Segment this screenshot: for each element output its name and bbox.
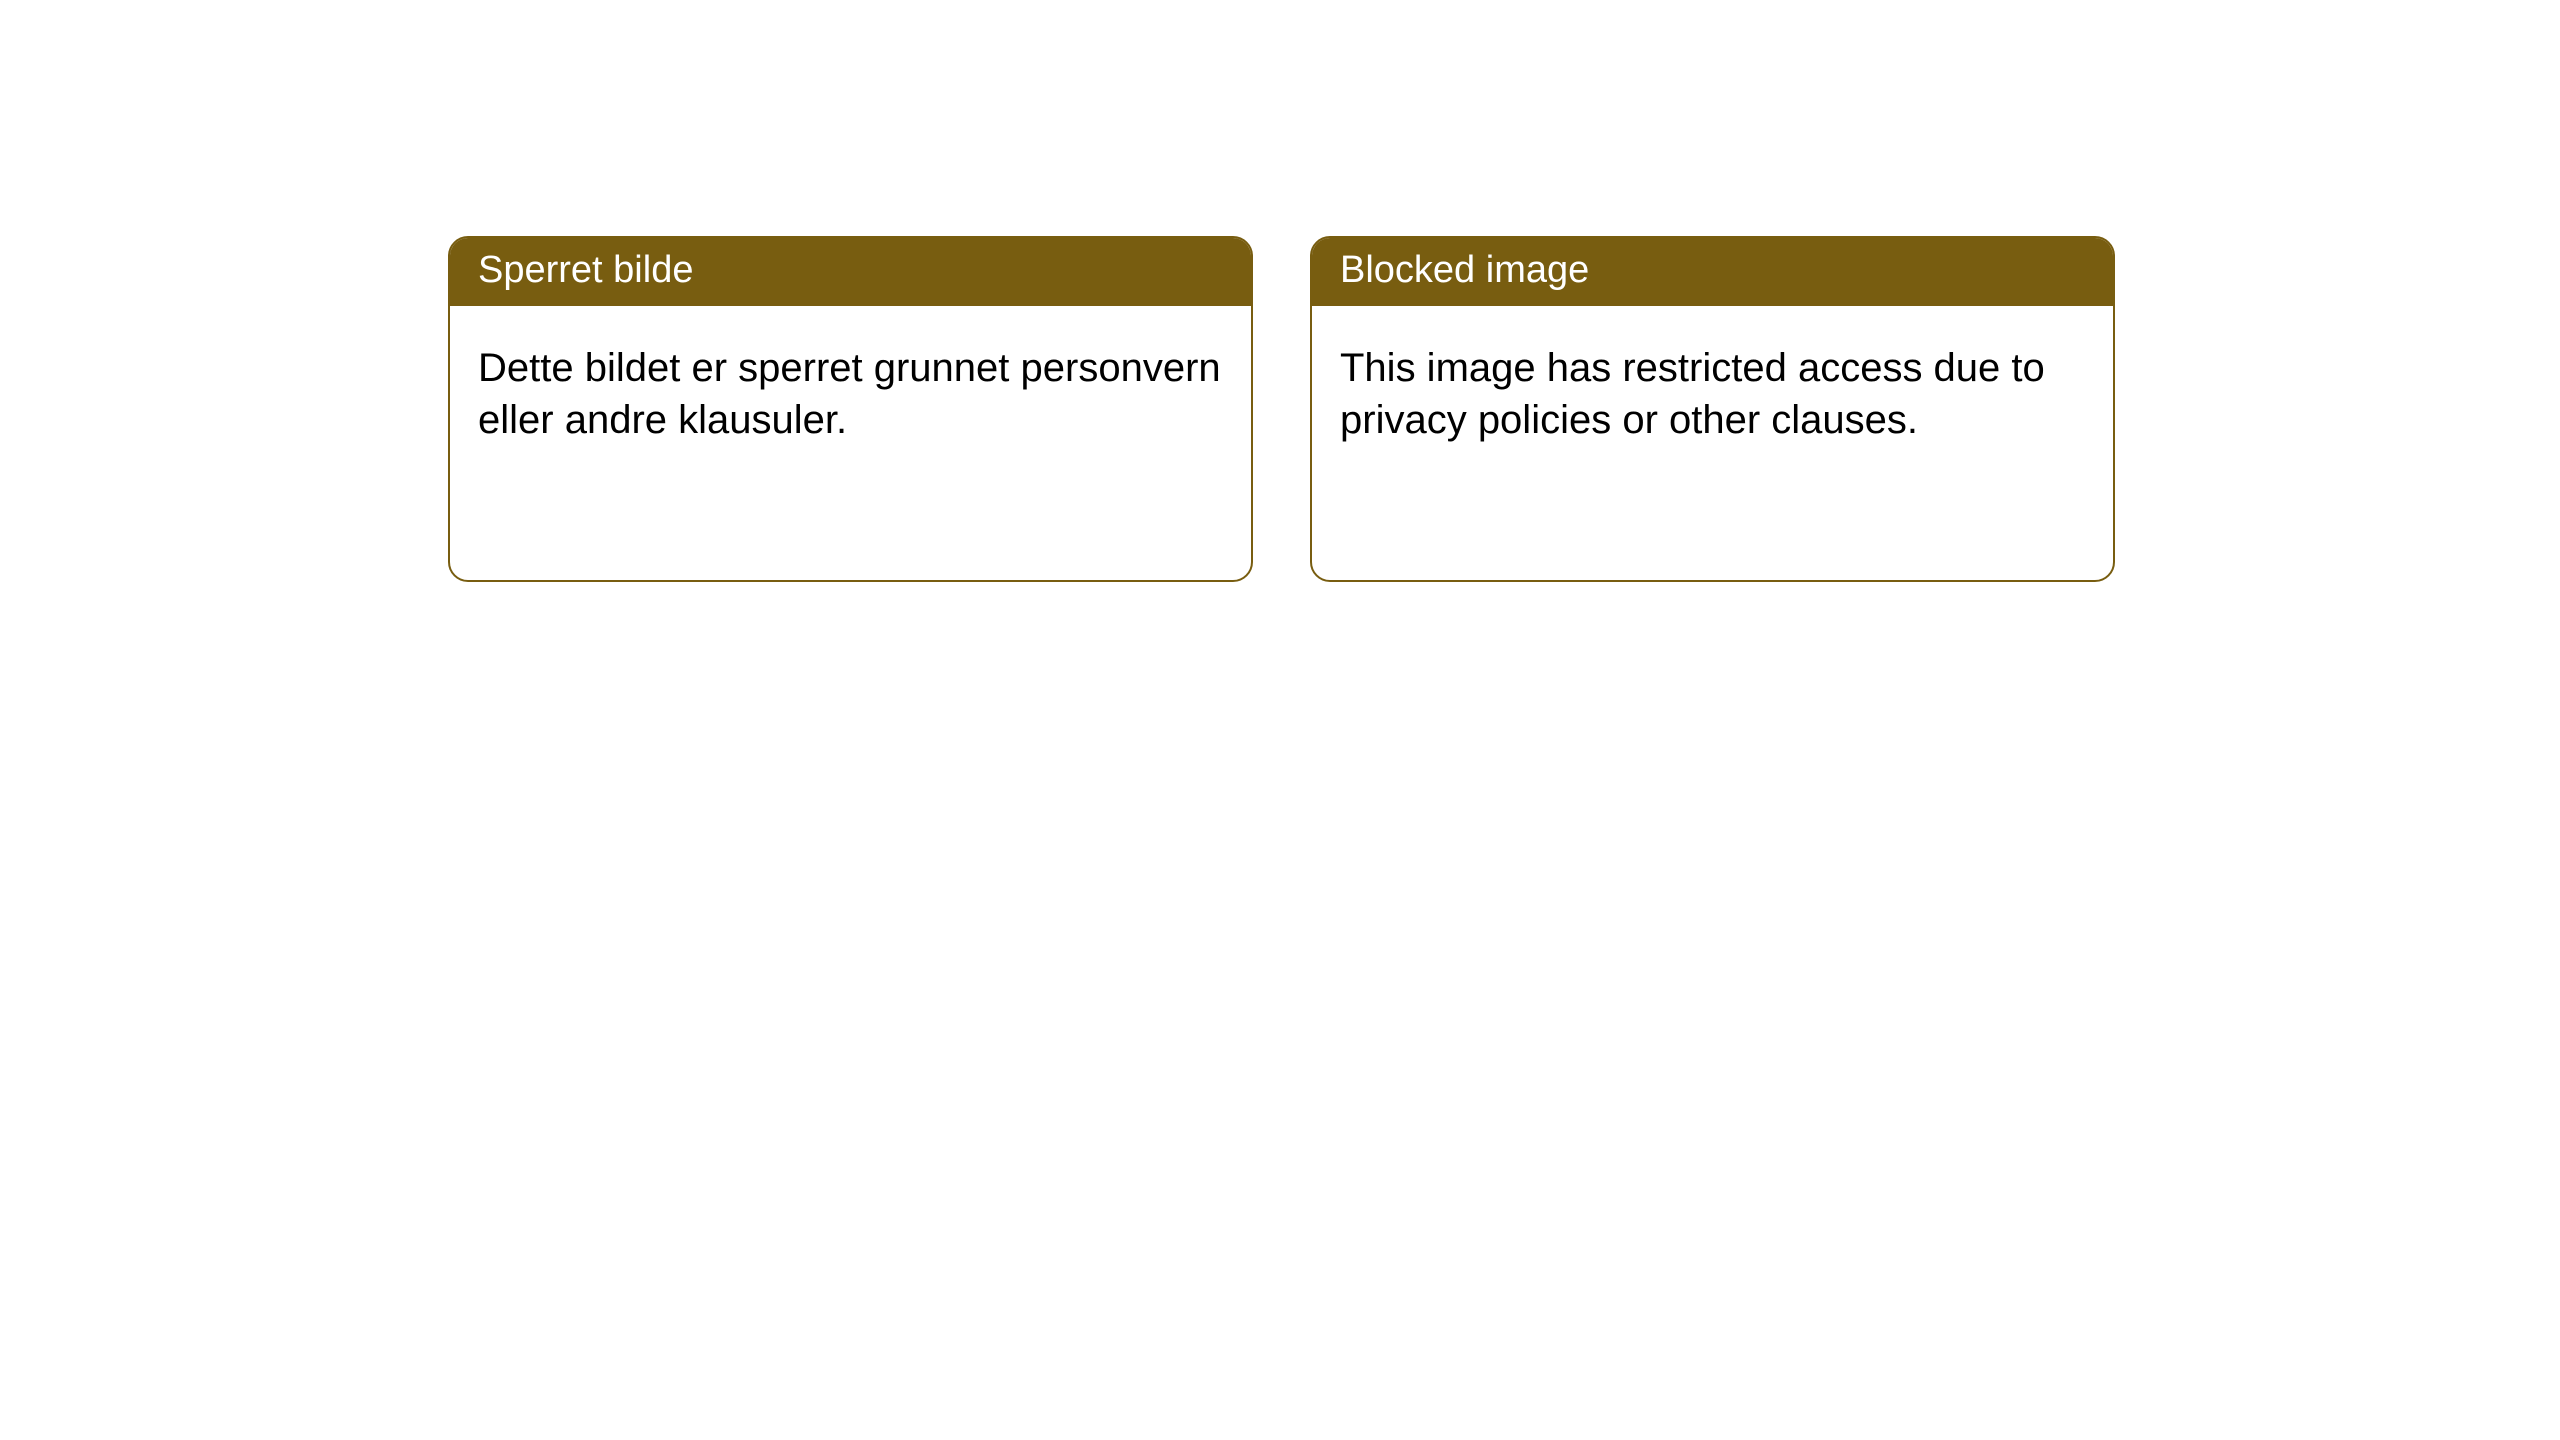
card-body: Dette bildet er sperret grunnet personve… (450, 306, 1251, 580)
card-header: Blocked image (1312, 238, 2113, 306)
card-title: Blocked image (1340, 249, 1589, 291)
notice-container: Sperret bilde Dette bildet er sperret gr… (448, 236, 2115, 582)
notice-card-norwegian: Sperret bilde Dette bildet er sperret gr… (448, 236, 1253, 582)
card-body: This image has restricted access due to … (1312, 306, 2113, 580)
card-title: Sperret bilde (478, 249, 693, 291)
card-header: Sperret bilde (450, 238, 1251, 306)
card-message: Dette bildet er sperret grunnet personve… (478, 342, 1223, 446)
notice-card-english: Blocked image This image has restricted … (1310, 236, 2115, 582)
card-message: This image has restricted access due to … (1340, 342, 2085, 446)
